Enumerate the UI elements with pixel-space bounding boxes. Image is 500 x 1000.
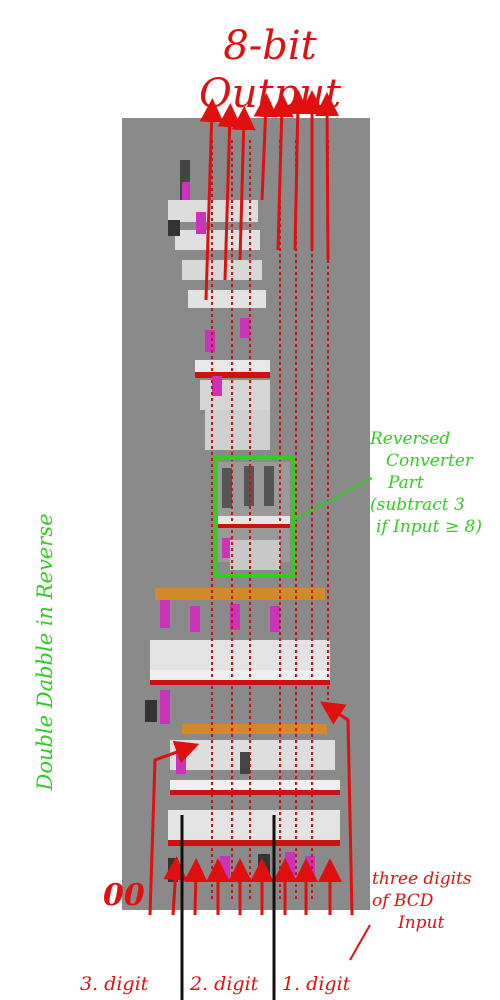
digit-label-1: 1. digit (282, 973, 351, 995)
output-title: 8-bit Output (198, 23, 342, 117)
bcd-label-line: Input (398, 913, 445, 933)
converter-annotation: Reversed Converter Part (subtract 3 if I… (370, 428, 498, 538)
side-label: Double Dabble in Reverse (33, 513, 57, 791)
digit-label-2: 2. digit (190, 973, 259, 995)
annotation-line: Converter (386, 451, 474, 471)
annotation-pointer (293, 477, 373, 521)
circuit-top-section (168, 160, 270, 450)
digit-label-3: 3. digit (80, 973, 149, 995)
bcd-label-line: three digits (372, 869, 472, 889)
zero-bits-label: 00 (103, 878, 145, 913)
input-arrows (148, 701, 354, 916)
annotation-line: Reversed (370, 429, 451, 449)
converter-section (218, 462, 290, 570)
output-arrows (199, 90, 340, 301)
annotation-line: Part (388, 473, 424, 493)
converter-highlight-box (214, 456, 295, 578)
annotation-line: (subtract 3 (370, 495, 465, 515)
redstone-columns (211, 140, 329, 900)
bcd-label-line: of BCD (372, 891, 434, 911)
bcd-input-label: three digits of BCD Input (372, 868, 497, 934)
annotation-line: if Input ≥ 8) (376, 517, 482, 537)
